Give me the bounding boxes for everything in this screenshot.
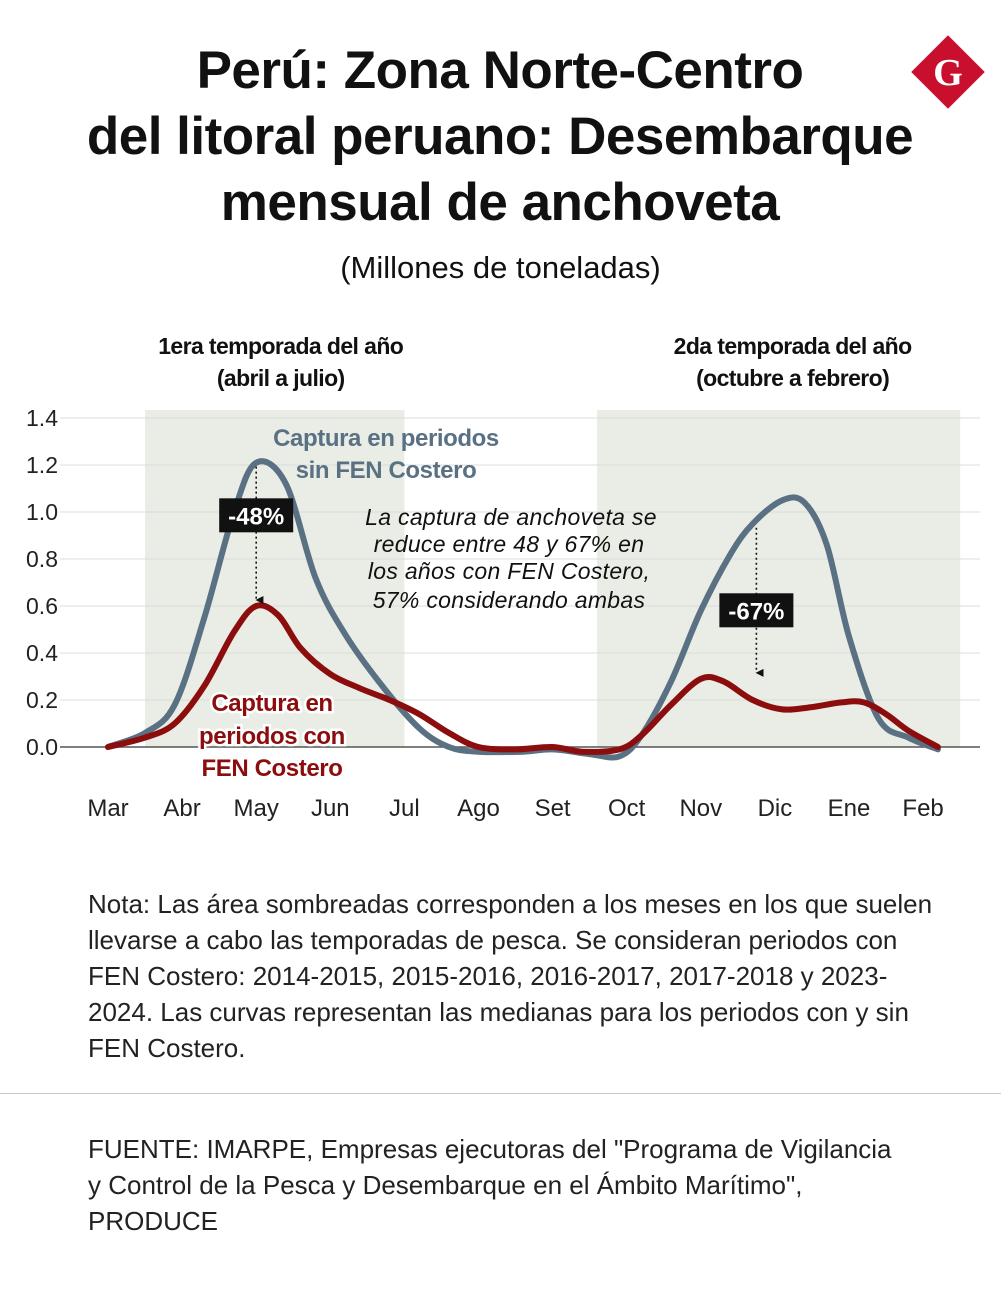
y-tick-label: 0.4 (26, 640, 58, 666)
season-label: 2da temporada del año (674, 333, 912, 359)
divider (0, 1093, 1001, 1094)
y-tick-label: 1.4 (26, 405, 58, 431)
season-label-sub: (abril a julio) (217, 365, 345, 391)
season-label: 1era temporada del año (158, 333, 404, 359)
center-annotation-line: los años con FEN Costero, (368, 558, 650, 584)
page-title: Perú: Zona Norte-Centro del litoral peru… (40, 38, 960, 236)
y-tick-label: 0.6 (26, 593, 58, 619)
annotation-badge (219, 498, 294, 533)
title-line-2: del litoral peruano: Desembarque (86, 107, 914, 166)
x-tick-label: Abr (163, 795, 200, 822)
y-tick-label: 0.0 (26, 734, 58, 760)
series-line-con-fen (105, 602, 941, 755)
x-tick-label: May (234, 795, 279, 822)
y-tick-label: 1.2 (26, 452, 58, 478)
x-tick-label: Dic (758, 795, 793, 822)
x-tick-label: Set (535, 795, 571, 822)
x-tick-label: Ene (828, 795, 871, 822)
series-label-sin-fen: Captura en periodos (273, 425, 499, 452)
x-tick-label: Oct (608, 795, 646, 822)
y-tick-label: 0.8 (26, 546, 58, 572)
center-annotation-line: La captura de anchoveta se (365, 504, 657, 530)
x-tick-label: Mar (87, 795, 128, 822)
subtitle: (Millones de toneladas) (340, 250, 661, 285)
center-annotation-line: 57% considerando ambas (373, 587, 646, 613)
y-tick-label: 1.0 (26, 499, 58, 525)
x-tick-label: Ago (457, 795, 500, 822)
y-tick-label: 0.2 (26, 687, 58, 713)
line-chart: 0.0 0.2 0.4 0.6 0.8 1.0 1.2 1.4 Mar Abr May Jun Jul A… (26, 333, 980, 822)
center-annotation-line: reduce entre 48 y 67% en (374, 531, 645, 557)
season-label-sub: (octubre a febrero) (696, 365, 889, 391)
x-tick-label: Nov (679, 795, 722, 822)
brand-logo: G (911, 35, 985, 109)
logo-letter: G (933, 52, 963, 94)
series-label-con-fen: FEN Costero (202, 755, 343, 782)
annotation-badge-text: -48% (228, 503, 284, 530)
annotation-badge (719, 593, 794, 628)
x-tick-label: Jun (311, 795, 350, 822)
title-line-1: Perú: Zona Norte-Centro (196, 41, 804, 100)
x-tick-label: Feb (902, 795, 943, 822)
annotation-badge-text: -67% (728, 598, 784, 625)
source-note: FUENTE: IMARPE, Empresas ejecutoras del … (88, 1134, 892, 1236)
footnote: Nota: Las área sombreadas corresponden a… (88, 889, 933, 1063)
season-shade-2 (597, 410, 961, 747)
series-label-sin-fen: sin FEN Costero (296, 457, 477, 484)
series-label-con-fen: Captura en (211, 690, 332, 717)
series-label-con-fen: periodos con (199, 723, 345, 750)
x-tick-label: Jul (389, 795, 420, 822)
title-line-3: mensual de anchoveta (220, 173, 780, 232)
logo-diamond-shape (911, 35, 985, 109)
